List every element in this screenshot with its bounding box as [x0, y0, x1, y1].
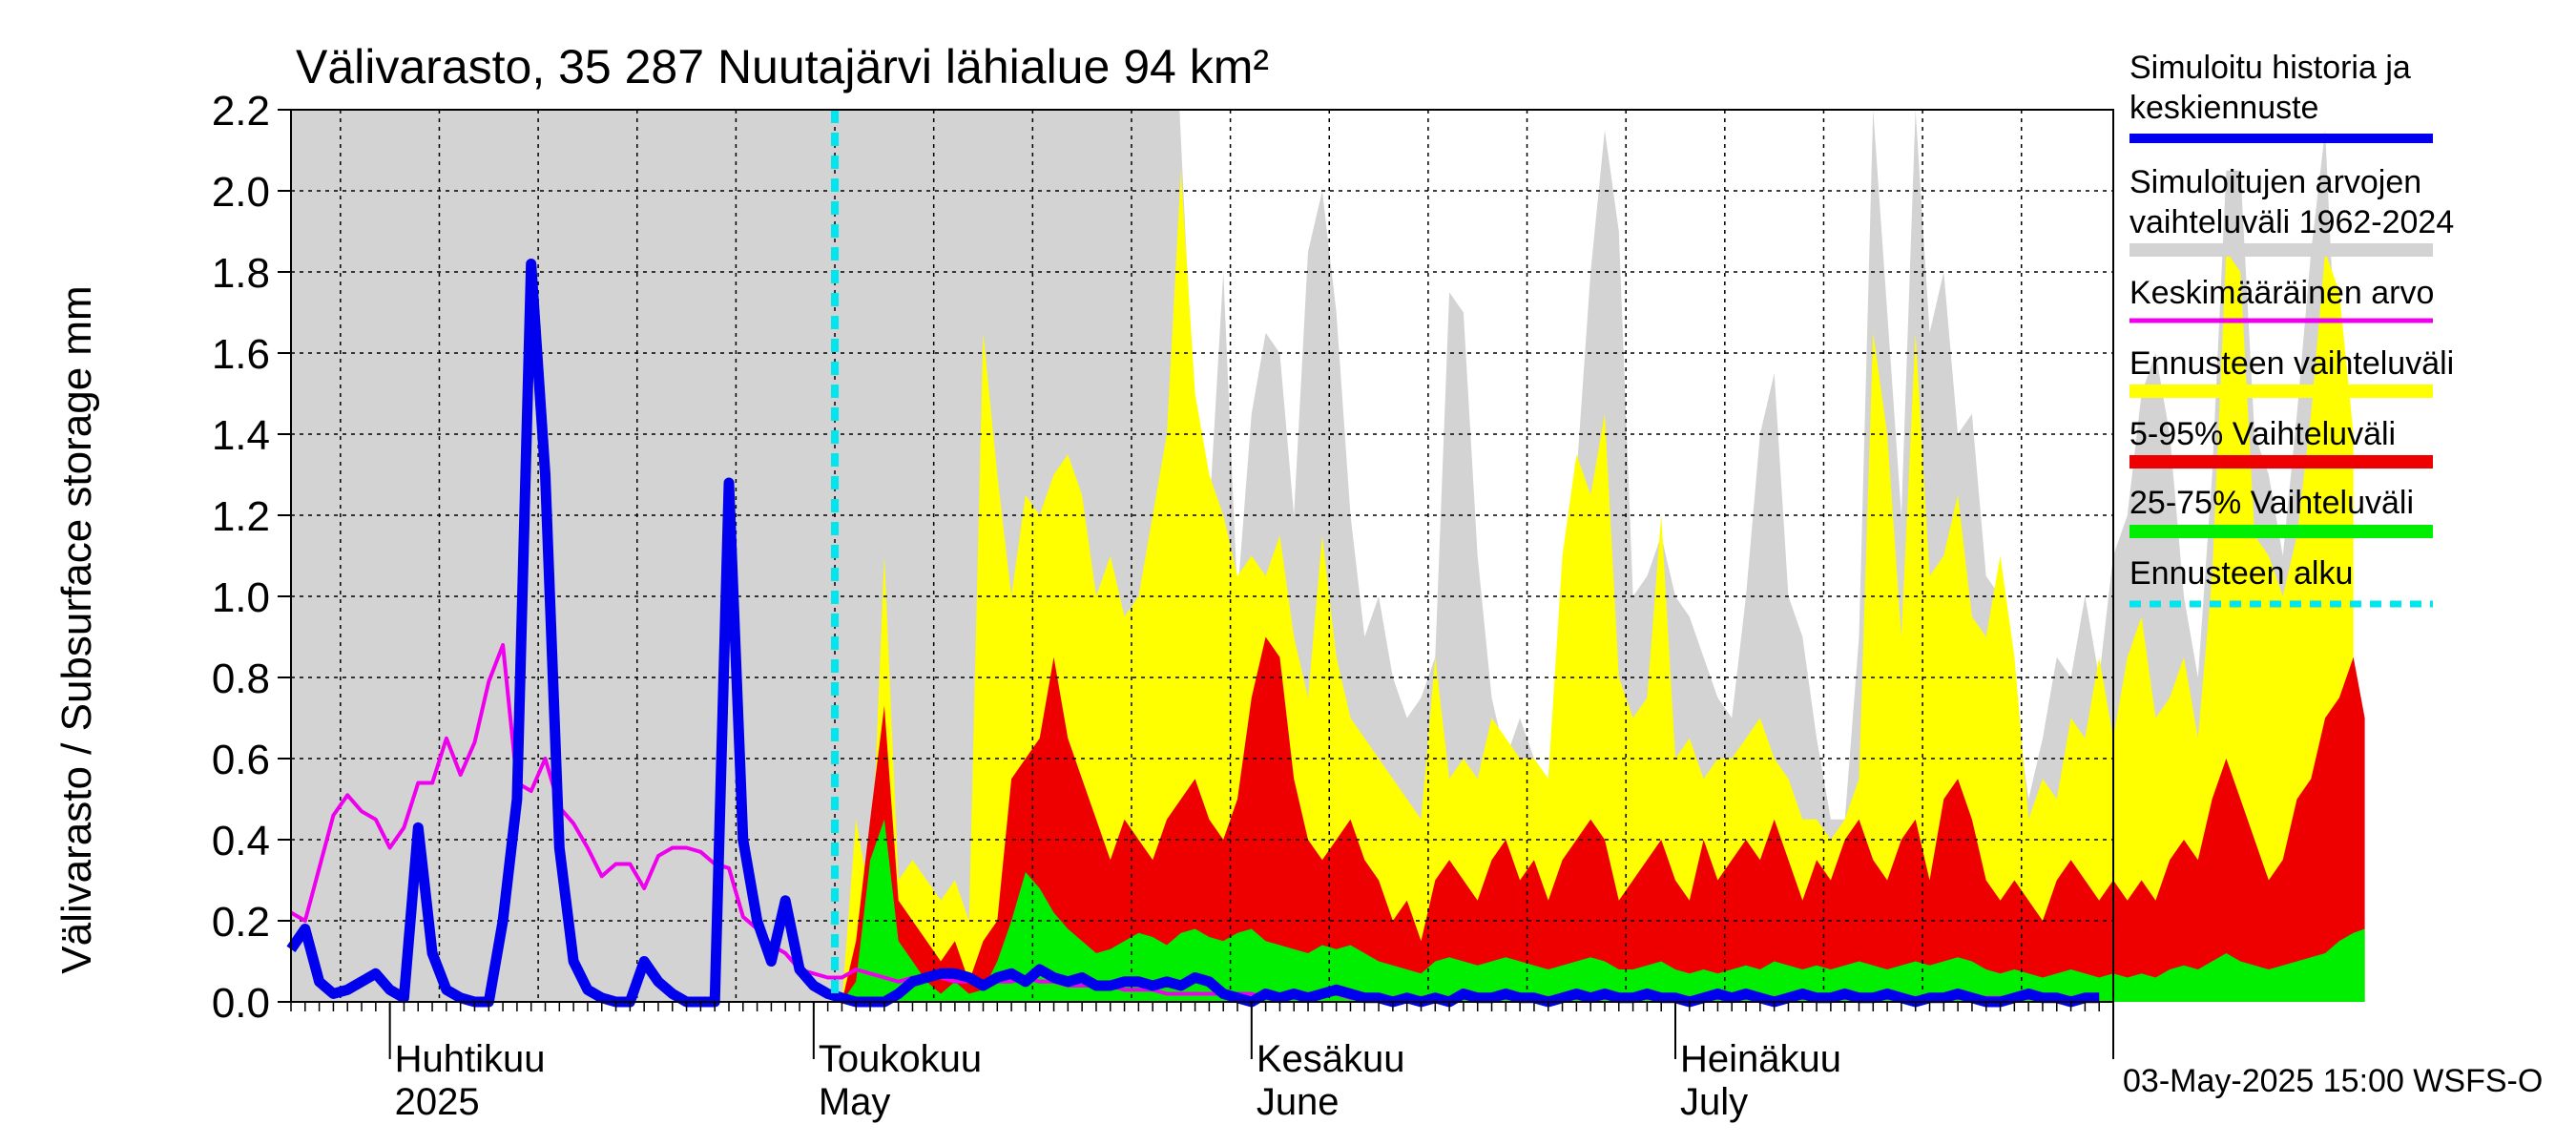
x-month-label-fi: Huhtikuu [395, 1038, 546, 1080]
y-tick-label: 0.6 [212, 737, 270, 783]
y-tick-label: 2.0 [212, 169, 270, 216]
legend-label: Keskimääräinen arvo [2129, 275, 2434, 311]
series-lines [286, 259, 2100, 1008]
y-tick-label: 0.4 [212, 818, 270, 864]
y-tick-label: 1.0 [212, 574, 270, 621]
x-month-label-en: 2025 [395, 1081, 480, 1123]
x-month-label-fi: Heinäkuu [1680, 1038, 1841, 1080]
x-month-label-en: May [819, 1081, 891, 1123]
y-tick-label: 0.2 [212, 899, 270, 946]
grid-lines [291, 110, 2113, 1002]
legend-label: 5-95% Vaihteluväli [2129, 416, 2396, 452]
legend-label: Simuloitu historia ja keskiennuste [2129, 50, 2411, 126]
x-month-label-en: June [1257, 1081, 1340, 1123]
y-tick-label: 1.4 [212, 412, 270, 459]
y-tick-label: 2.2 [212, 88, 270, 135]
y-tick-label: 1.2 [212, 493, 270, 540]
range-area-25-75 [841, 819, 2365, 1002]
x-month-label-fi: Toukokuu [819, 1038, 982, 1080]
legend: Simuloitu historia ja keskiennuste Simuloi… [2129, 50, 2454, 608]
range-area-forecast [841, 170, 2354, 1003]
legend-label: Ennusteen vaihteluväli [2129, 345, 2454, 382]
legend-label: 25-75% Vaihteluväli [2129, 485, 2414, 521]
x-month-label-fi: Kesäkuu [1257, 1038, 1405, 1080]
legend-label: Ennusteen alku [2129, 555, 2353, 592]
y-axis-label: Välivarasto / Subsurface storage mm [53, 285, 100, 973]
simulated-history-line [286, 259, 2100, 1008]
range-area-5-95 [841, 636, 2365, 1002]
plot-frame [290, 109, 2114, 1003]
x-month-label-en: July [1680, 1081, 1748, 1123]
range-areas [841, 110, 2365, 1003]
y-tick-label: 0.8 [212, 656, 270, 702]
y-tick-label: 1.6 [212, 331, 270, 378]
chart-title: Välivarasto, 35 287 Nuutajärvi lähialue … [296, 40, 1269, 94]
y-tick-label: 0.0 [212, 980, 270, 1027]
y-tick-label: 1.8 [212, 250, 270, 297]
footer-timestamp: 03-May-2025 15:00 WSFS-O [2123, 1063, 2543, 1099]
y-axis-ticks: 0.0 0.2 0.4 0.6 0.8 1.0 1.2 1.4 1.6 1.8 2.0 2.2 [212, 88, 291, 1027]
legend-label: Simuloitujen arvojen vaihteluväli 1962-20… [2129, 164, 2454, 240]
